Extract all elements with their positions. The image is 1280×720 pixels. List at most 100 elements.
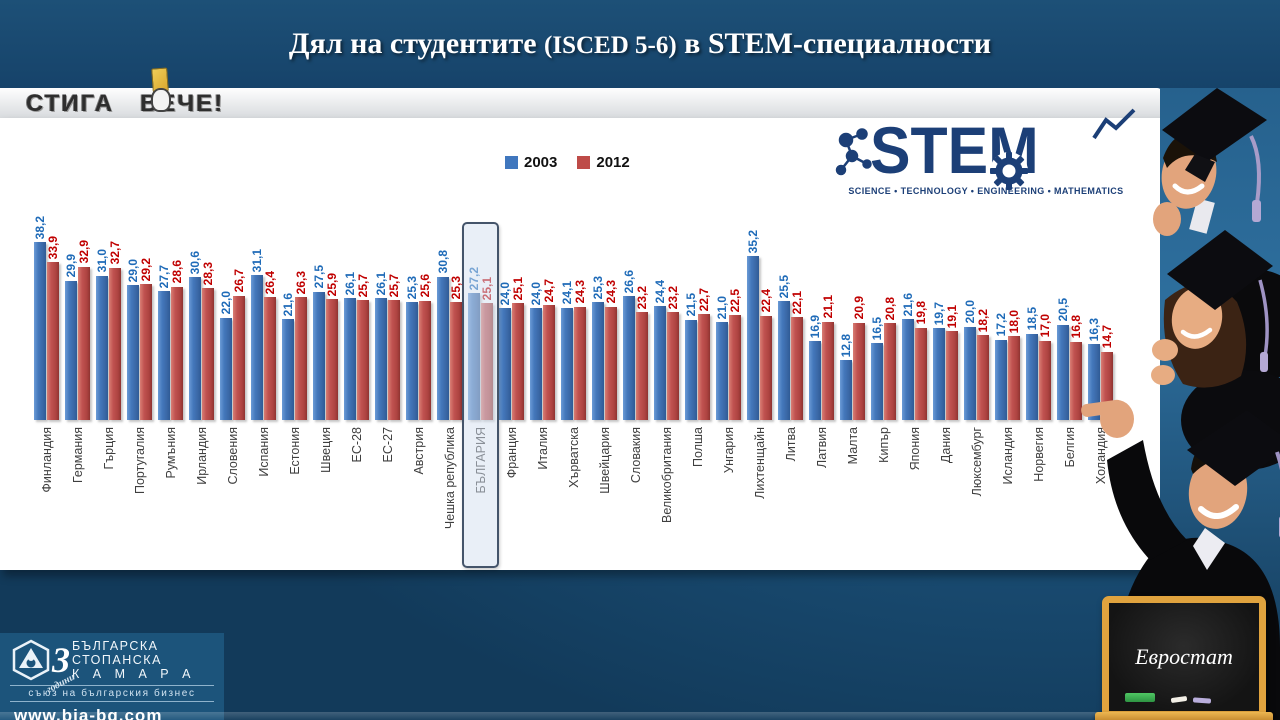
bar-2012: 18,2 [976,309,990,420]
value-label-2003: 24,1 [560,281,574,305]
value-label-2003: 25,3 [405,275,419,300]
value-label-2003: 35,2 [746,229,760,253]
value-label-2012: 17,0 [1038,314,1052,338]
page-title: Дял на студентите (ISCED 5-6) в STEM-спе… [289,27,991,61]
stiga-veche-logo: СТИГА ВЕЧЕ! [26,90,224,118]
bulgaria-highlight-box [462,222,499,568]
bar-group: 21,5 22,7 Полша [684,190,711,573]
value-label-2003: 16,5 [870,316,884,341]
bar-2003: 22,0 [219,291,233,420]
eraser-icon [1125,693,1155,702]
category-label: Полша [690,427,705,467]
bar-2003: 12,8 [839,334,853,420]
bar-2012: 21,1 [821,295,835,420]
chalk-icon [1192,697,1212,704]
bar-group: 26,1 25,7 ЕС-27 [374,190,401,573]
value-label-2003: 16,3 [1087,317,1101,341]
value-label-2003: 26,6 [622,269,636,293]
fist-icon [151,88,171,112]
bia-name-line3: К А М А Р А [72,667,196,681]
value-label-2003: 20,5 [1056,298,1070,322]
category-label: Словения [225,427,240,485]
value-label-2003: 26,1 [374,272,388,296]
stamp-word-1: СТИГА [26,90,115,117]
bar-group: 24,0 24,7 Италия [529,190,556,573]
legend-label-2003: 2003 [524,154,558,171]
category-label: Швейцария [597,427,612,494]
value-label-2003: 29,0 [126,258,140,282]
bar-group: 38,2 33,9 Финландия [33,190,60,573]
bar-2012: 19,8 [914,301,928,420]
value-label-2012: 25,3 [449,275,463,300]
title-isced: (ISCED 5-6) [544,32,677,59]
bar-2003: 30,6 [188,251,202,420]
value-label-2012: 22,1 [790,290,804,314]
stem-subtitle: SCIENCE • TECHNOLOGY • ENGINEERING • MAT… [848,186,1124,196]
bar-2003: 24,4 [653,280,667,420]
chart-panel: 2003 2012 STEM [0,108,1163,573]
category-label: Естония [287,427,302,475]
bar-2012: 23,2 [635,286,649,420]
value-label-2012: 16,8 [1069,315,1083,339]
graduate-top-man [1153,88,1280,384]
bar-2003: 35,2 [746,230,760,420]
graduate-middle-woman [1151,230,1280,470]
bar-2003: 16,3 [1087,318,1101,420]
bar-group: 29,0 29,2 Португалия [126,190,153,573]
value-label-2003: 21,6 [281,292,295,317]
molecule-icon [835,128,872,176]
board-tray [1095,712,1273,720]
value-label-2012: 25,6 [418,274,432,298]
bar-2012: 26,7 [232,269,246,420]
value-label-2012: 28,3 [201,261,215,286]
bar-2003: 21,6 [901,293,915,420]
value-label-2012: 18,2 [976,308,990,333]
bar-2012: 24,7 [542,279,556,420]
value-label-2003: 21,5 [684,293,698,317]
category-label: Словакия [628,427,643,484]
category-label: Исландия [1000,427,1015,485]
bar-2003: 17,2 [994,313,1008,420]
bar-2012: 25,1 [511,277,525,420]
bar-2012: 25,7 [356,274,370,420]
title-main: Дял на студентите [288,27,537,60]
bar-group: 27,7 28,6 Румъния [157,190,184,573]
legend-label-2012: 2012 [596,154,630,171]
bar-2003: 25,5 [777,275,791,420]
bar-group: 22,0 26,7 Словения [219,190,246,573]
bar-2012: 14,7 [1100,325,1114,420]
bar-group: 26,1 25,7 ЕС-28 [343,190,370,573]
value-label-2003: 30,6 [188,251,202,275]
bar-group: 16,5 20,8 Кипър [870,190,897,573]
value-label-2012: 18,0 [1007,309,1021,334]
bar-2012: 33,9 [46,236,60,420]
value-label-2012: 32,9 [77,240,91,264]
bar-2003: 26,6 [622,270,636,420]
chalk-icon [1170,695,1188,704]
value-label-2012: 20,9 [852,296,866,320]
value-label-2003: 12,8 [839,334,853,358]
bar-2012: 24,3 [573,280,587,420]
category-label: ЕС-28 [349,427,364,463]
value-label-2012: 24,3 [604,280,618,304]
category-label: Германия [70,427,85,484]
category-label: Дания [938,427,953,464]
value-label-2012: 25,9 [325,272,339,297]
bar-group: 30,6 28,3 Ирландия [188,190,215,573]
bar-2012: 20,8 [883,297,897,420]
chart-legend: 2003 2012 [505,154,630,171]
bar-2012: 25,9 [325,273,339,420]
legend-item-2012: 2012 [577,154,630,171]
legend-item-2003: 2003 [505,154,557,171]
bar-group: 12,8 20,9 Малта [839,190,866,573]
category-label: Испания [256,427,271,477]
source-text: Евростат [1135,644,1233,669]
value-label-2012: 22,5 [728,288,742,313]
bar-2012: 29,2 [139,258,153,420]
bar-group: 25,3 24,3 Швейцария [591,190,618,573]
bar-2012: 32,9 [77,240,91,420]
bar-2012: 22,5 [728,289,742,420]
bar-2003: 21,0 [715,296,729,420]
category-label: Франция [504,427,519,479]
bar-2003: 19,7 [932,302,946,420]
